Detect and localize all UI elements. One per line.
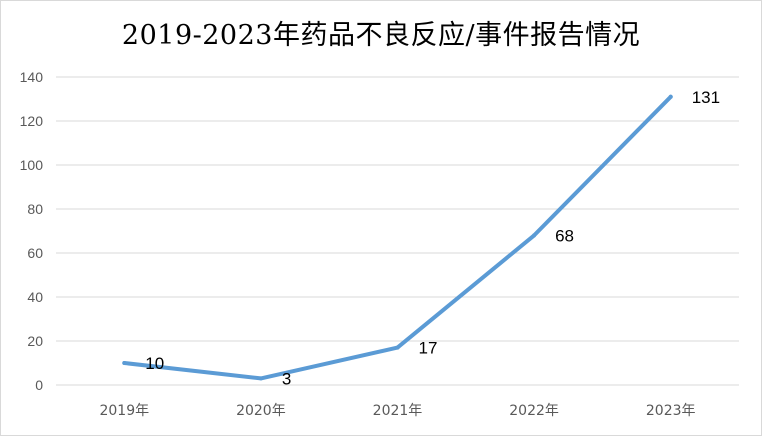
data-point	[395, 345, 400, 350]
data-point	[668, 94, 673, 99]
y-tick-label: 20	[27, 333, 43, 349]
y-tick-label: 40	[27, 289, 43, 305]
x-tick-label: 2022年	[509, 403, 559, 419]
x-tick-label: 2021年	[373, 403, 423, 419]
data-point	[532, 233, 537, 238]
data-label: 68	[555, 226, 574, 245]
data-point	[122, 361, 127, 365]
data-label: 10	[145, 354, 164, 373]
data-label: 17	[419, 339, 438, 358]
y-tick-label: 0	[35, 377, 43, 393]
y-tick-label: 100	[20, 157, 44, 173]
x-tick-label: 2023年	[646, 403, 696, 419]
data-point	[258, 376, 263, 381]
chart-title: 2019-2023年药品不良反应/事件报告情况	[121, 20, 641, 51]
series-line	[122, 94, 673, 381]
data-label: 131	[692, 88, 720, 107]
y-tick-label: 60	[27, 245, 43, 261]
data-label: 3	[282, 369, 291, 388]
y-tick-label: 120	[20, 113, 44, 129]
y-tick-label: 140	[20, 69, 44, 85]
y-tick-label: 80	[27, 201, 43, 217]
x-tick-label: 2020年	[236, 403, 286, 419]
x-tick-label: 2019年	[99, 403, 149, 419]
